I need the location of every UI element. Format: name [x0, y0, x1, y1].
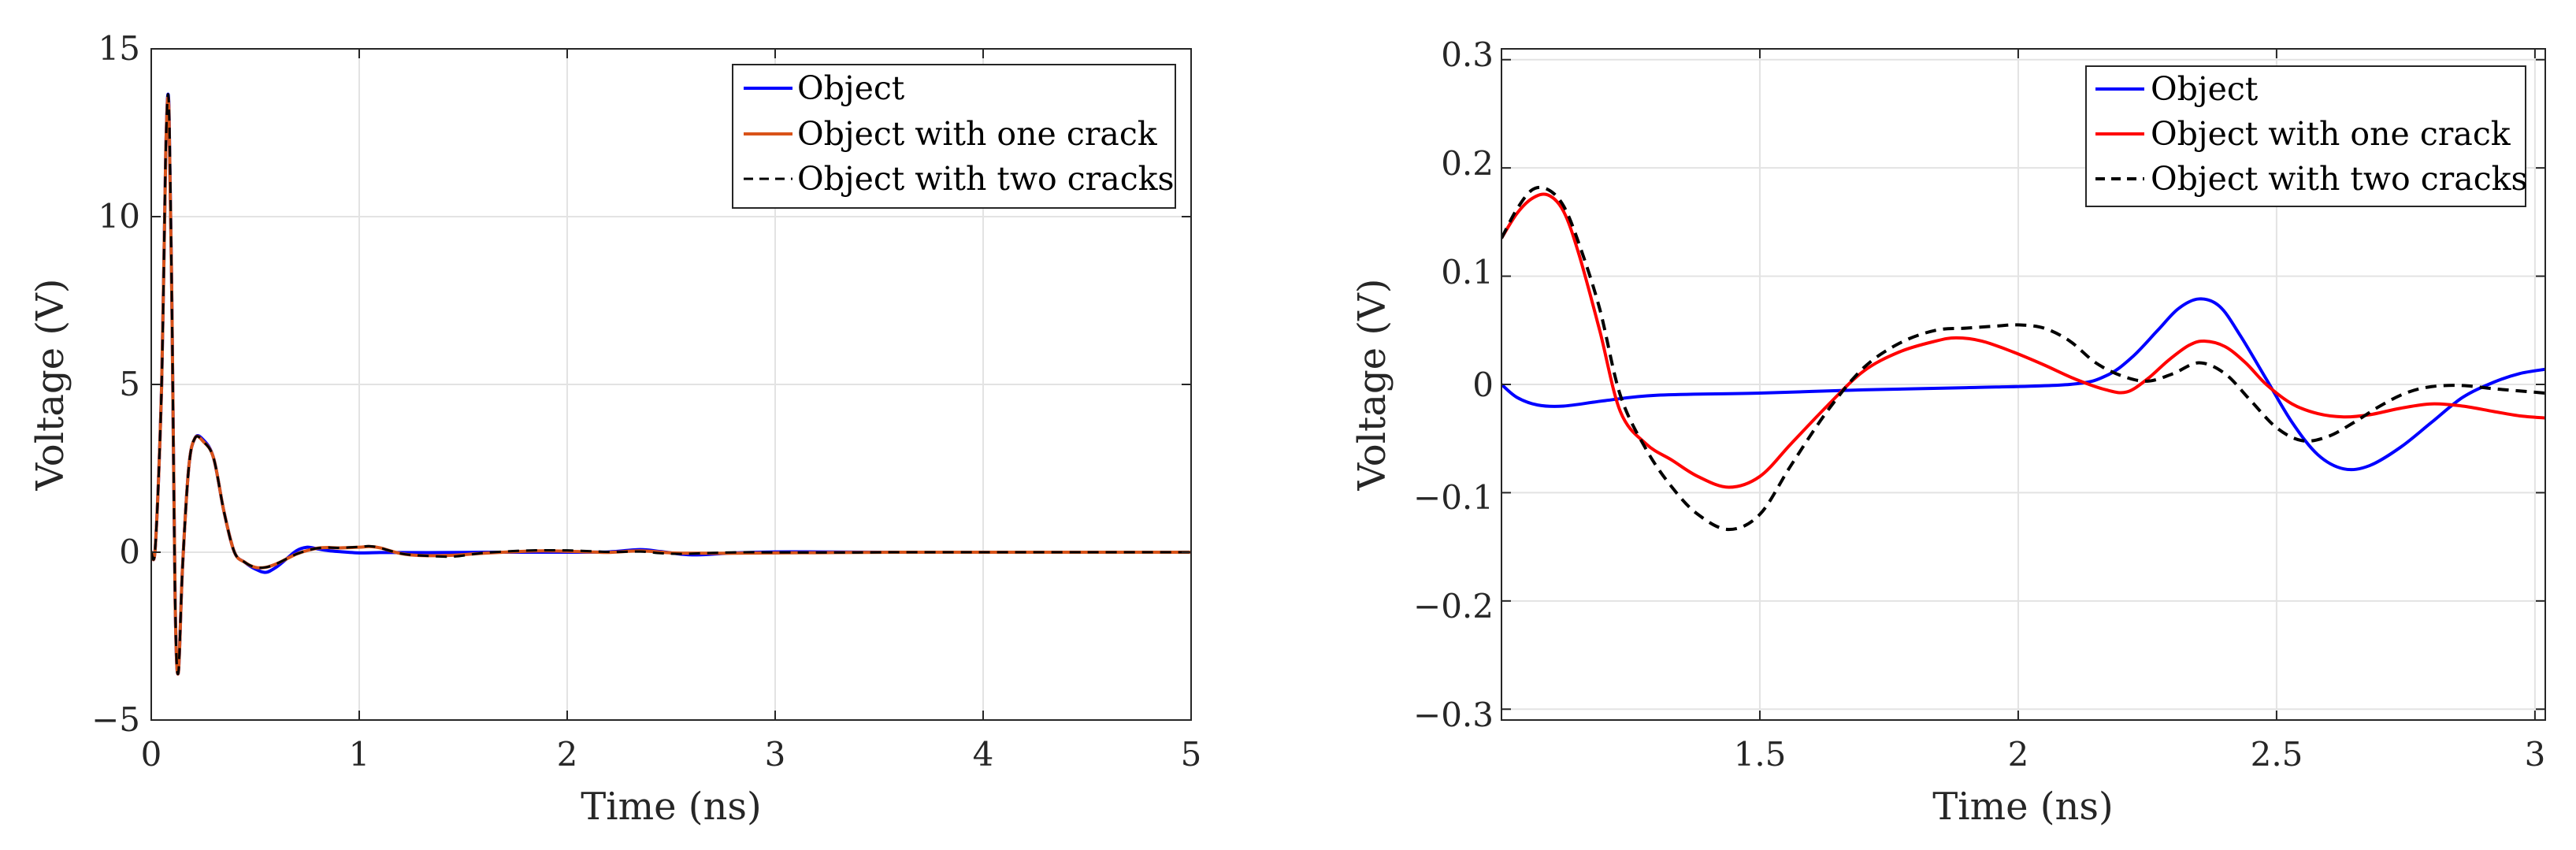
- right-x-axis-label: Time (ns): [1932, 785, 2114, 829]
- y-tick-label: −5: [91, 700, 140, 739]
- x-tick-label: 1.5: [1734, 735, 1787, 774]
- right-legend-box: [2085, 65, 2526, 207]
- left-x-tick-labels: 0 1 2 3 4 5: [141, 735, 1202, 774]
- right-series-group: [1501, 185, 2545, 532]
- series-line-object-with-one-crack[interactable]: [1501, 192, 2545, 489]
- left-legend-label-object: Object: [797, 69, 905, 107]
- right-legend-label-two-cracks: Object with two cracks: [2151, 160, 2528, 198]
- y-tick-label: 0.1: [1441, 253, 1494, 291]
- right-legend-label-one-crack: Object with one crack: [2151, 115, 2511, 153]
- y-tick-label: 5: [119, 365, 140, 403]
- left-ticks: [150, 48, 1192, 721]
- left-series-group: [151, 92, 1191, 676]
- y-tick-label: 0: [1472, 366, 1494, 404]
- left-legend[interactable]: Object Object with one crack Object with…: [732, 64, 1176, 209]
- y-tick-label: −0.3: [1413, 696, 1494, 734]
- right-x-tick-labels: 1.5 2 2.5 3: [1734, 735, 2546, 774]
- right-y-axis-label: Voltage (V): [1350, 279, 1394, 492]
- x-tick-label: 2: [2008, 735, 2029, 774]
- series-line-object-with-two-cracks[interactable]: [151, 93, 1191, 676]
- series-line-object-with-two-cracks[interactable]: [1501, 185, 2545, 532]
- right-ticks: [1501, 49, 2545, 720]
- right-legend[interactable]: Object Object with one crack Object with…: [2085, 65, 2528, 207]
- x-tick-label: 2: [557, 735, 578, 774]
- y-tick-label: −0.1: [1413, 478, 1494, 517]
- series-line-object[interactable]: [1501, 297, 2545, 472]
- y-tick-label: 0: [119, 533, 140, 571]
- right-y-tick-labels: −0.3 −0.2 −0.1 0 0.1 0.2 0.3: [1413, 35, 1494, 734]
- y-tick-label: 15: [98, 29, 140, 68]
- x-tick-label: 4: [973, 735, 994, 774]
- left-y-axis-label: Voltage (V): [28, 279, 72, 492]
- left-legend-label-two-cracks: Object with two cracks: [797, 160, 1175, 198]
- chart-right: 1.5 2 2.5 3 −0.3 −0.2 −0.1 0 0.1 0.2 0.3…: [1350, 35, 2546, 829]
- left-legend-box: [732, 64, 1176, 209]
- y-tick-label: 0.3: [1441, 35, 1494, 74]
- y-tick-label: 10: [98, 197, 140, 236]
- left-y-tick-labels: −5 0 5 10 15: [91, 29, 140, 739]
- x-tick-label: 3: [765, 735, 786, 774]
- y-tick-label: −0.2: [1413, 587, 1494, 625]
- left-x-axis-label: Time (ns): [581, 785, 762, 829]
- x-tick-label: 1: [349, 735, 370, 774]
- right-legend-label-object: Object: [2151, 70, 2259, 108]
- chart-left: 0 1 2 3 4 5 −5 0 5 10 15 Time (ns) Volta…: [28, 29, 1201, 829]
- x-tick-label: 2.5: [2251, 735, 2303, 774]
- y-tick-label: 0.2: [1441, 144, 1494, 183]
- left-legend-label-one-crack: Object with one crack: [797, 115, 1158, 153]
- x-tick-label: 0: [141, 735, 162, 774]
- x-tick-label: 3: [2525, 735, 2546, 774]
- x-tick-label: 5: [1181, 735, 1202, 774]
